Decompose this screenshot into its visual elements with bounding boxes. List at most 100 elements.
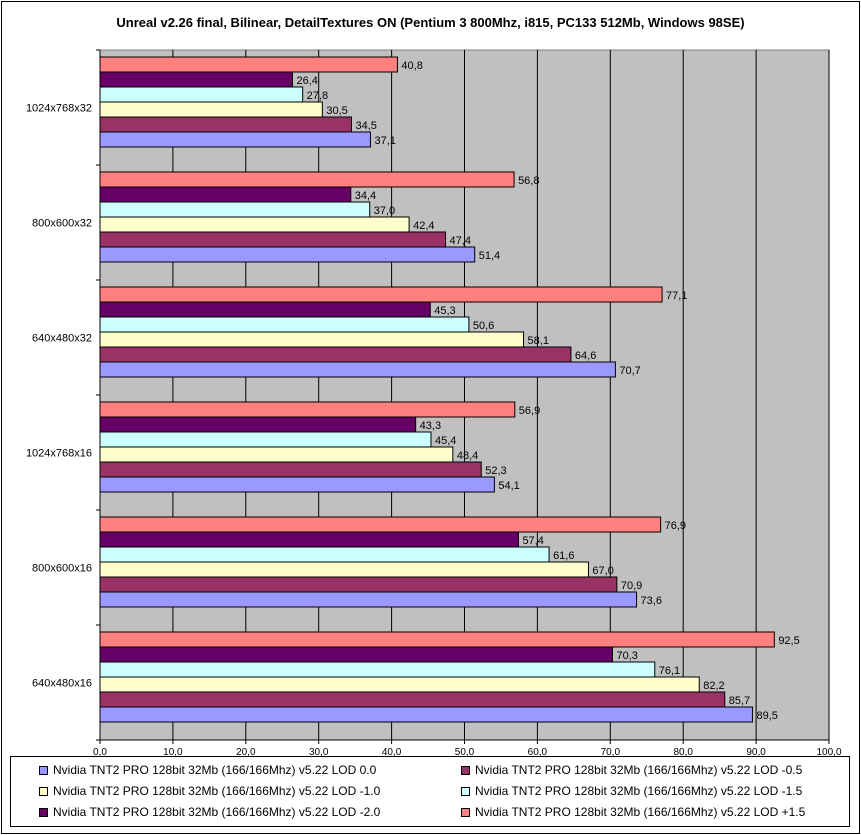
legend-swatch [461, 807, 470, 817]
x-tick-label: 70,0 [601, 747, 621, 758]
data-label: 82,2 [703, 680, 724, 692]
bar [99, 561, 589, 578]
data-label: 37,1 [374, 135, 395, 147]
data-label: 76,9 [665, 520, 686, 532]
x-tick-label: 90,0 [746, 747, 766, 758]
bar [99, 86, 304, 103]
data-label: 45,4 [435, 435, 456, 447]
bar [99, 631, 775, 648]
legend-swatch [39, 786, 48, 796]
category-label: 640x480x16 [32, 678, 92, 690]
bar [99, 71, 293, 88]
bar [99, 361, 616, 378]
legend-label: Nvidia TNT2 PRO 128bit 32Mb (166/166Mhz)… [53, 784, 381, 798]
data-label: 85,7 [729, 695, 750, 707]
category-label: 800x600x16 [32, 563, 92, 575]
data-label: 70,9 [621, 580, 642, 592]
data-label: 73,6 [641, 595, 662, 607]
legend-item: Nvidia TNT2 PRO 128bit 32Mb (166/166Mhz)… [39, 760, 376, 780]
data-label: 57,4 [522, 535, 543, 547]
bar [99, 286, 663, 303]
bar [99, 461, 482, 478]
data-label: 92,5 [778, 635, 799, 647]
data-label: 30,5 [326, 105, 347, 117]
data-label: 42,4 [413, 220, 434, 232]
bar [99, 131, 371, 148]
x-tick-label: 60,0 [528, 747, 548, 758]
bar [99, 476, 495, 493]
bar [99, 431, 432, 448]
bar [99, 416, 417, 433]
data-label: 51,4 [479, 250, 500, 262]
legend-label: Nvidia TNT2 PRO 128bit 32Mb (166/166Mhz)… [53, 805, 381, 819]
bar [99, 186, 352, 203]
data-label: 50,6 [473, 320, 494, 332]
chart-legend: Nvidia TNT2 PRO 128bit 32Mb (166/166Mhz)… [10, 756, 850, 827]
legend-swatch [39, 765, 48, 775]
data-label: 48,4 [457, 450, 478, 462]
data-label: 27,8 [307, 90, 328, 102]
legend-item: Nvidia TNT2 PRO 128bit 32Mb (166/166Mhz)… [461, 802, 805, 822]
data-label: 67,0 [592, 565, 613, 577]
x-tick-label: 50,0 [455, 747, 475, 758]
bar [99, 116, 353, 133]
legend-label: Nvidia TNT2 PRO 128bit 32Mb (166/166Mhz)… [475, 805, 806, 819]
legend-label: Nvidia TNT2 PRO 128bit 32Mb (166/166Mhz)… [475, 763, 803, 777]
data-label: 52,3 [485, 465, 506, 477]
bar [99, 216, 410, 233]
data-label: 54,1 [498, 480, 519, 492]
bar [99, 576, 618, 593]
bar [99, 516, 662, 533]
data-label: 56,9 [519, 405, 540, 417]
bar [99, 446, 454, 463]
legend-swatch [461, 786, 470, 796]
data-label: 47,4 [450, 235, 471, 247]
category-label: 800x600x32 [32, 218, 92, 230]
legend-item: Nvidia TNT2 PRO 128bit 32Mb (166/166Mhz)… [461, 781, 802, 801]
data-label: 26,4 [296, 75, 317, 87]
data-label: 37,0 [374, 205, 395, 217]
data-label: 45,3 [434, 305, 455, 317]
legend-item: Nvidia TNT2 PRO 128bit 32Mb (166/166Mhz)… [39, 781, 380, 801]
bar [99, 316, 470, 333]
data-label: 77,1 [666, 290, 687, 302]
bar [99, 231, 447, 248]
bar [99, 346, 572, 363]
x-tick-label: 10,0 [163, 747, 183, 758]
x-tick-label: 40,0 [382, 747, 402, 758]
legend-swatch [461, 765, 470, 775]
bar [99, 546, 550, 563]
bar [99, 646, 613, 663]
legend-label: Nvidia TNT2 PRO 128bit 32Mb (166/166Mhz)… [475, 784, 803, 798]
data-label: 76,1 [659, 665, 680, 677]
bar [99, 591, 638, 608]
x-tick-label: 80,0 [673, 747, 693, 758]
x-tick-label: 100,0 [816, 747, 841, 758]
bar [99, 56, 398, 73]
data-label: 34,4 [355, 190, 376, 202]
category-label: 1024x768x16 [26, 448, 92, 460]
legend-label: Nvidia TNT2 PRO 128bit 32Mb (166/166Mhz)… [53, 763, 377, 777]
bar [99, 706, 753, 723]
data-label: 70,3 [616, 650, 637, 662]
bar [99, 661, 656, 678]
data-label: 43,3 [420, 420, 441, 432]
x-tick-label: 20,0 [236, 747, 256, 758]
data-label: 89,5 [756, 710, 777, 722]
data-label: 58,1 [528, 335, 549, 347]
data-label: 64,6 [575, 350, 596, 362]
bar [99, 676, 700, 693]
bar [99, 171, 515, 188]
legend-swatch [39, 807, 48, 817]
legend-item: Nvidia TNT2 PRO 128bit 32Mb (166/166Mhz)… [461, 760, 802, 780]
x-tick-label: 0,0 [93, 747, 107, 758]
data-label: 61,6 [553, 550, 574, 562]
bar [99, 691, 726, 708]
chart-title: Unreal v2.26 final, Bilinear, DetailText… [116, 15, 745, 30]
x-tick-label: 30,0 [309, 747, 329, 758]
data-label: 56,8 [518, 175, 539, 187]
bar [99, 301, 431, 318]
bar [99, 201, 371, 218]
category-label: 640x480x32 [32, 333, 92, 345]
